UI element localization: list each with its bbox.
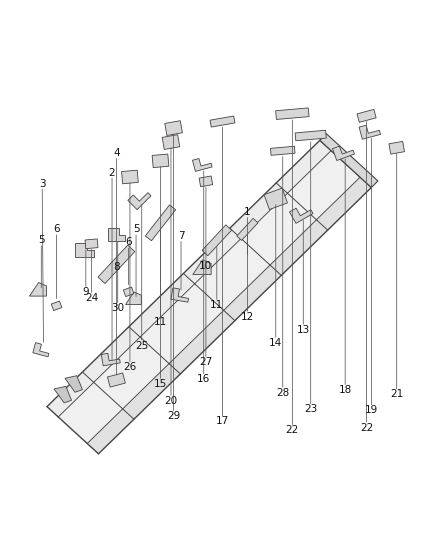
Text: 6: 6 [125,238,132,247]
Text: 16: 16 [197,374,210,384]
Polygon shape [75,243,94,257]
Text: 22: 22 [286,425,299,435]
Polygon shape [122,170,138,184]
Polygon shape [210,116,235,127]
Polygon shape [128,192,151,209]
Text: 11: 11 [154,317,167,327]
Polygon shape [51,301,62,311]
Text: 12: 12 [241,312,254,322]
Polygon shape [87,177,371,454]
Polygon shape [271,146,295,155]
Text: 19: 19 [365,405,378,415]
Text: 30: 30 [111,303,124,313]
Polygon shape [389,141,404,154]
Text: 28: 28 [276,387,290,398]
Text: 15: 15 [154,379,167,389]
Polygon shape [126,292,141,304]
Polygon shape [145,205,176,241]
Polygon shape [199,176,213,187]
Text: 8: 8 [113,262,120,271]
Polygon shape [276,108,309,119]
Polygon shape [264,188,287,209]
Text: 11: 11 [210,300,223,310]
Polygon shape [359,125,381,139]
Polygon shape [33,343,49,357]
Polygon shape [29,282,46,296]
Text: 14: 14 [269,338,283,348]
Text: 29: 29 [167,411,180,421]
Text: 27: 27 [199,357,212,367]
Text: 9: 9 [82,287,89,297]
Polygon shape [357,109,376,123]
Polygon shape [58,151,360,443]
Text: 4: 4 [113,148,120,158]
Polygon shape [192,158,212,172]
Polygon shape [65,376,82,392]
Polygon shape [332,146,354,160]
Text: 17: 17 [216,416,229,426]
Text: 6: 6 [53,224,60,235]
Text: 24: 24 [85,293,98,303]
Text: 7: 7 [178,231,184,241]
Text: 21: 21 [390,390,403,399]
Text: 26: 26 [124,362,137,373]
Text: 2: 2 [109,168,115,177]
Polygon shape [320,134,378,188]
Text: 5: 5 [133,224,139,235]
Polygon shape [54,386,71,403]
Polygon shape [124,287,134,296]
Polygon shape [290,208,313,223]
Text: 22: 22 [360,423,373,433]
Polygon shape [162,135,180,149]
Polygon shape [107,373,125,387]
Text: 18: 18 [339,385,352,395]
Polygon shape [171,288,189,302]
Polygon shape [295,130,326,141]
Polygon shape [101,353,120,366]
Polygon shape [237,219,258,240]
Polygon shape [202,225,232,256]
Text: 25: 25 [135,341,148,351]
Text: 1: 1 [244,207,251,217]
Text: 10: 10 [198,261,212,271]
Text: 23: 23 [304,404,317,414]
Text: 13: 13 [297,325,310,335]
Polygon shape [47,140,331,417]
Text: 3: 3 [39,179,46,189]
Polygon shape [165,120,182,135]
Polygon shape [193,260,211,274]
Polygon shape [98,245,135,284]
Polygon shape [152,154,169,167]
Polygon shape [108,228,125,241]
Text: 5: 5 [38,235,45,245]
Text: 20: 20 [164,396,177,406]
Polygon shape [85,239,98,249]
